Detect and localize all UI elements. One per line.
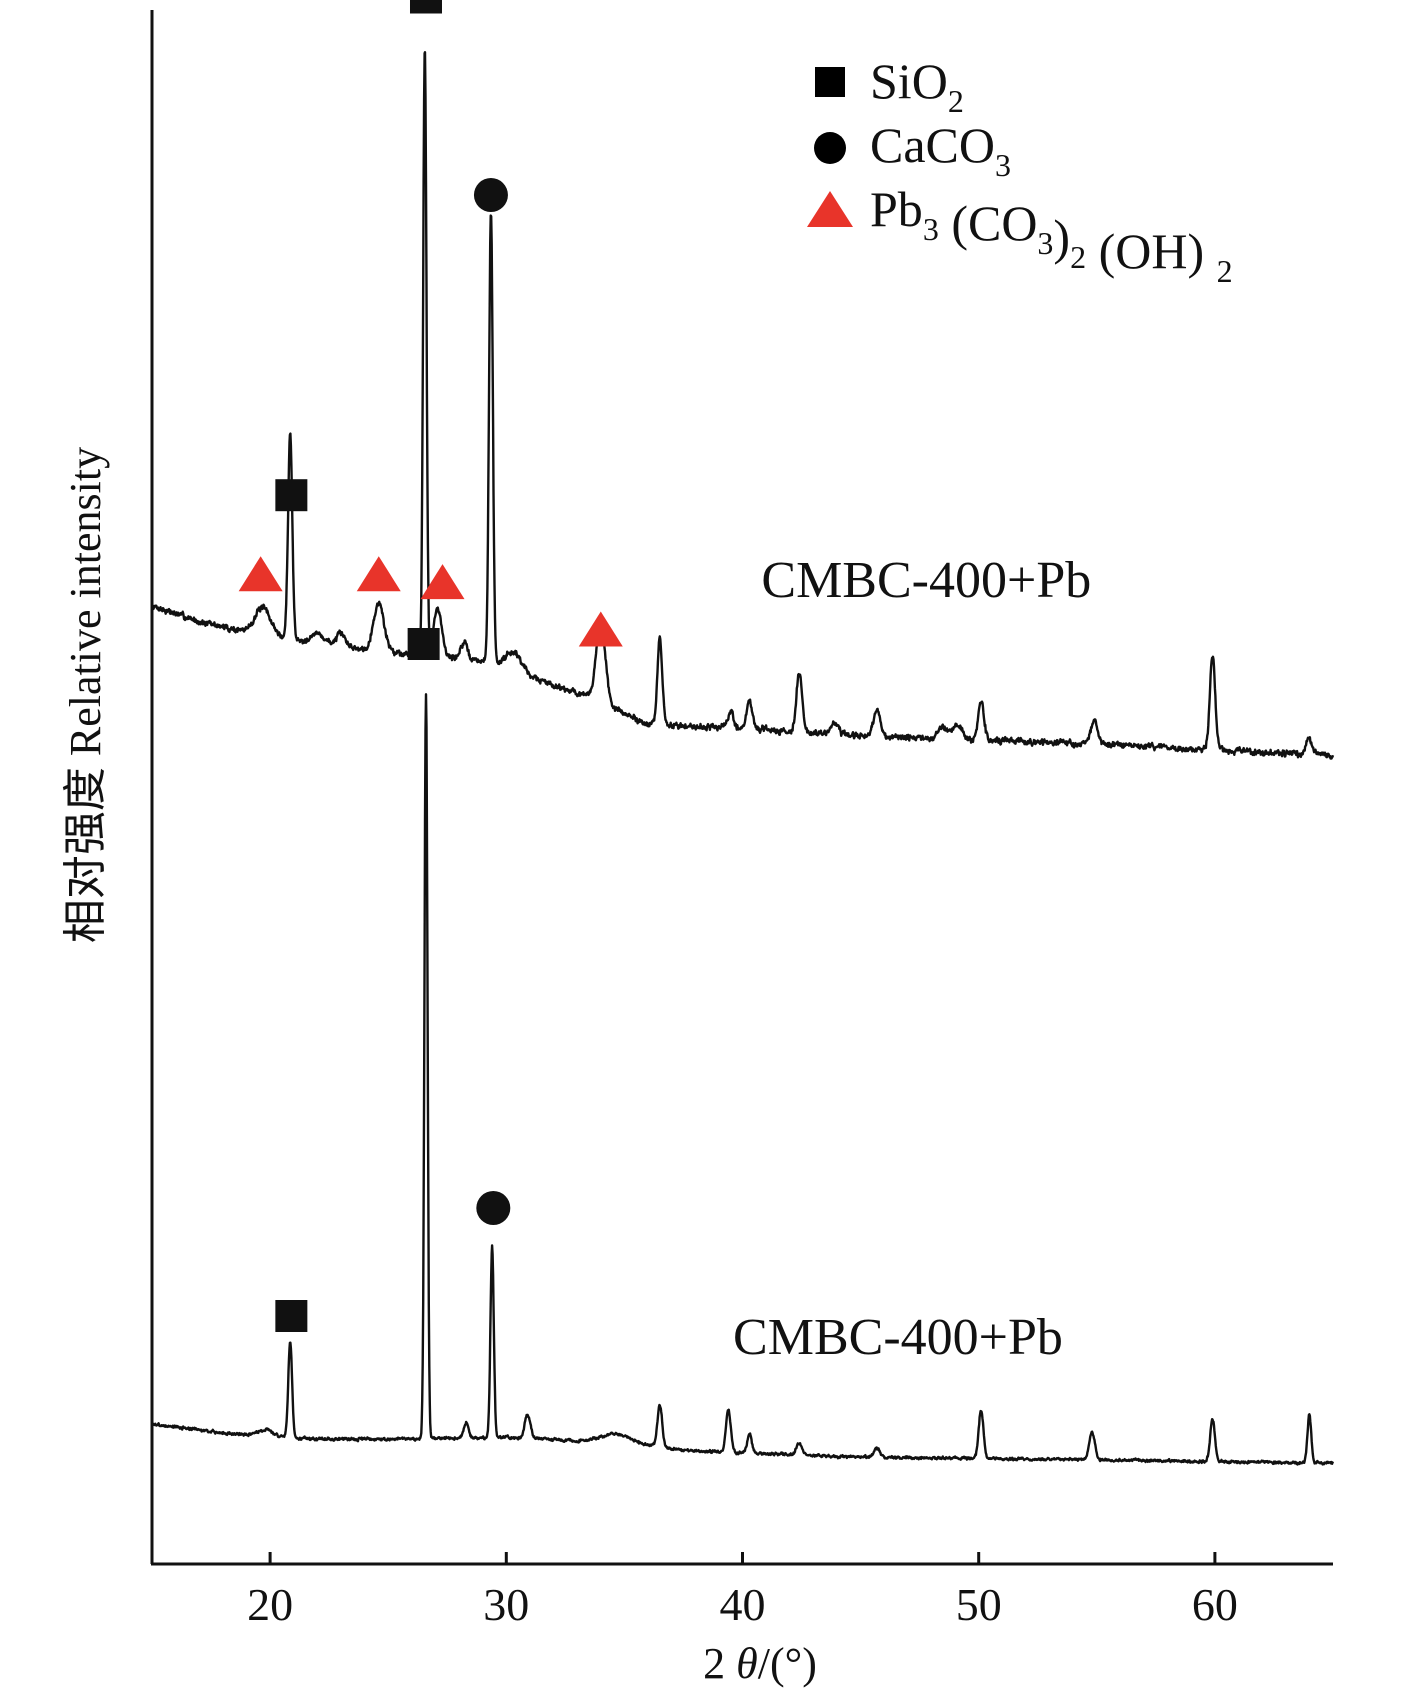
series-line (150, 693, 1335, 1466)
series-label: CMBC-400+Pb (761, 552, 1091, 609)
series-label: CMBC-400+Pb (733, 1309, 1063, 1366)
x-axis-label: 2 θ/(°) (703, 1639, 817, 1688)
hydrocerussite-peak-marker (578, 611, 623, 647)
x-ticks: 20 30 40 50 60 (247, 1552, 1238, 1630)
legend-label-part: ) (1053, 209, 1070, 265)
sio2-peak-marker (275, 1300, 308, 1332)
sio2-peak-marker (409, 0, 442, 14)
legend-label: SiO2 (870, 53, 964, 119)
x-tick-label: 30 (483, 1579, 529, 1630)
sio2-peak-marker (407, 628, 440, 660)
series-labels: CMBC-400+Pb CMBC-400+Pb (733, 552, 1091, 1366)
legend-label-part: Si (870, 53, 912, 109)
x-axis-label-theta: θ (736, 1639, 758, 1688)
legend-label: CaCO3 (870, 117, 1011, 183)
x-axis-label-unit: /(°) (758, 1639, 817, 1688)
legend-circle-icon (814, 132, 846, 164)
legend-label-part: 2 (948, 83, 964, 119)
legend-label-part: (OH) (1086, 223, 1217, 279)
hydrocerussite-peak-marker (356, 556, 401, 592)
annotation-layer (238, 0, 623, 1332)
x-tick-label: 50 (956, 1579, 1002, 1630)
caco3-peak-marker (476, 1191, 511, 1225)
legend-label-part: (CO (939, 195, 1038, 251)
legend-label-part: 3 (923, 211, 939, 247)
series-layer (150, 51, 1335, 1466)
y-axis-label: 相对强度 Relative intensity (61, 447, 110, 943)
legend-label-part: 3 (995, 147, 1011, 183)
legend-label-part: CaCO (870, 117, 995, 173)
legend-label-part: 2 (1070, 239, 1086, 275)
x-tick-label: 60 (1192, 1579, 1238, 1630)
hydrocerussite-peak-marker (238, 556, 283, 592)
x-tick-label: 40 (720, 1579, 766, 1630)
sio2-peak-marker (275, 479, 308, 512)
x-tick-label: 20 (247, 1579, 293, 1630)
legend-label-part: Pb (870, 181, 923, 237)
hydrocerussite-peak-marker (420, 564, 465, 600)
legend-label-part: O (912, 53, 948, 109)
caco3-peak-marker (473, 178, 508, 212)
legend-label-part: 3 (1037, 225, 1053, 261)
legend-label: Pb3 (CO3)2 (OH) 2 (870, 181, 1233, 289)
legend-square-icon (815, 67, 845, 97)
series-line (151, 51, 1335, 760)
legend-triangle-icon (807, 191, 853, 227)
legend-label-part: 2 (1217, 253, 1233, 289)
x-axis-label-prefix: 2 (703, 1639, 736, 1688)
